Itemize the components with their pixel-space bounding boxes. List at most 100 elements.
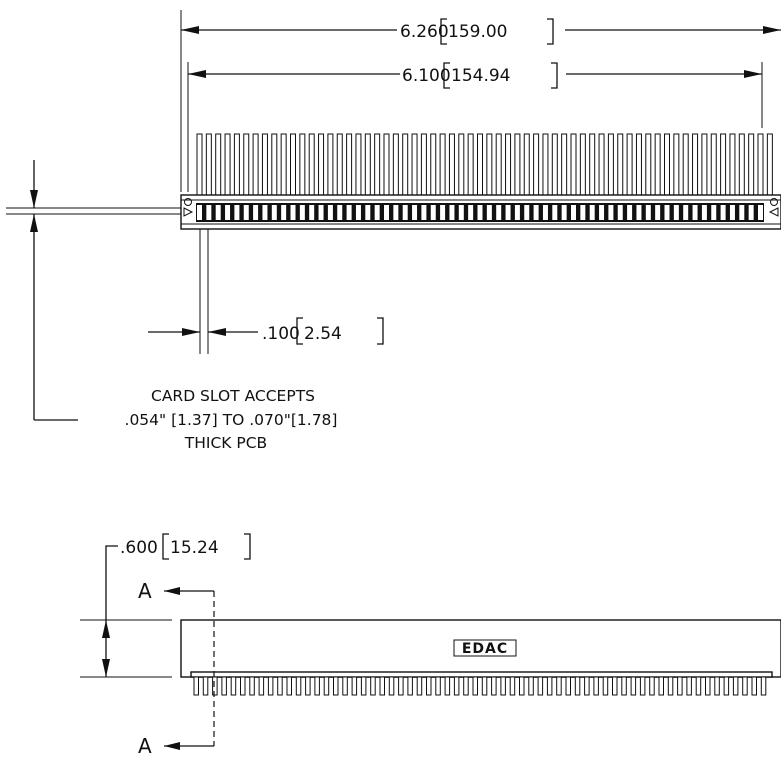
side-pin	[519, 676, 525, 696]
pin-tail	[551, 133, 558, 196]
pin-tail	[196, 133, 203, 196]
side-pin	[444, 676, 451, 696]
dimension-overall-length: 6.260 159.00	[181, 18, 781, 45]
pitch-value: .100	[262, 324, 300, 344]
side-pin	[481, 676, 488, 696]
section-label-bottom: A	[138, 734, 152, 758]
pin-tail	[645, 133, 652, 196]
side-pin	[574, 676, 581, 696]
slot-contact	[627, 205, 633, 220]
slot-contact	[243, 205, 249, 220]
pin-tail	[290, 133, 296, 196]
dimension-height: .600 15.24	[80, 533, 251, 678]
pin-tail	[280, 133, 287, 196]
note-line-3: THICK PCB	[184, 434, 267, 452]
side-pin	[267, 676, 274, 696]
side-pin	[388, 676, 395, 696]
pin-tail	[458, 133, 465, 196]
side-pin-tails	[193, 676, 767, 696]
side-pin	[723, 676, 730, 696]
side-pin	[677, 676, 683, 696]
slot-contact	[290, 205, 296, 220]
pin-tail	[383, 133, 390, 196]
side-pin	[742, 676, 748, 696]
side-pin	[435, 676, 441, 696]
side-pin	[416, 676, 423, 696]
pin-tail	[757, 133, 764, 196]
side-pin	[314, 676, 320, 696]
pin-tail	[402, 133, 409, 196]
slot-contact	[636, 205, 642, 220]
pin-tail	[477, 133, 483, 196]
slot-contact	[542, 205, 548, 220]
pin-tail	[346, 133, 353, 196]
pin-tail	[448, 133, 455, 196]
pin-span-mm-value: 154.94	[451, 66, 510, 86]
pin-tail	[318, 133, 325, 196]
slot-contact	[449, 205, 455, 220]
pin-tail	[308, 133, 315, 196]
pin-tail	[420, 133, 427, 196]
slot-contact	[365, 205, 371, 220]
slot-contact	[337, 205, 343, 220]
slot-contact	[468, 205, 474, 220]
side-pin	[240, 676, 246, 696]
slot-contact	[234, 205, 240, 220]
side-pin	[565, 676, 571, 696]
side-pin	[593, 676, 599, 696]
side-pin	[602, 676, 609, 696]
pin-tail	[233, 133, 240, 196]
slot-contact	[412, 205, 418, 220]
side-pin	[491, 676, 497, 696]
slot-contact	[421, 205, 427, 220]
slot-contact	[384, 205, 389, 220]
pin-tail	[327, 133, 334, 196]
pin-tail	[224, 133, 231, 196]
dimension-pitch: .100 2.54	[148, 229, 384, 354]
pin-tail	[374, 133, 381, 196]
height-mm-value: 15.24	[170, 538, 219, 558]
slot-contact	[580, 205, 586, 220]
slot-contact	[767, 205, 773, 220]
side-pin	[398, 676, 404, 696]
slot-contact	[440, 205, 446, 220]
side-pin	[277, 676, 283, 696]
side-pin	[221, 676, 227, 696]
housing-top	[180, 194, 781, 230]
pin-tail	[336, 133, 343, 196]
side-pin	[500, 676, 506, 696]
side-pin	[649, 676, 655, 696]
side-pin	[667, 676, 674, 696]
pin-tail	[673, 133, 680, 196]
slot-contact	[533, 205, 539, 220]
top-view: 6.260 159.00 6.100 154.94	[6, 10, 781, 452]
pin-tail	[617, 133, 624, 196]
side-pin	[714, 676, 720, 696]
side-pin	[658, 676, 664, 696]
pin-tail	[589, 133, 596, 196]
side-view: .600 15.24 EDAC A A	[80, 533, 781, 758]
pin-tail	[299, 133, 306, 196]
side-pin	[426, 676, 432, 696]
pin-tail	[495, 133, 502, 196]
slot-contact	[225, 205, 231, 220]
slot-contact	[477, 205, 483, 220]
housing-base	[190, 671, 773, 678]
side-pin	[249, 676, 255, 696]
pin-tails	[196, 133, 773, 196]
slot-contact	[561, 205, 567, 220]
pin-tail	[748, 133, 755, 196]
slot-contact	[683, 205, 689, 220]
pin-tail	[579, 133, 586, 196]
slot-contact	[206, 205, 212, 220]
slot-contacts	[197, 205, 773, 220]
side-pin	[509, 676, 516, 696]
side-pin	[760, 676, 767, 696]
slot-contact	[355, 205, 361, 220]
side-pin	[621, 676, 627, 696]
card-slot-note: CARD SLOT ACCEPTS .054" [1.37] TO .070"[…	[125, 387, 338, 452]
slot-contact	[655, 205, 661, 220]
pin-tail	[738, 133, 745, 196]
side-pin	[351, 676, 358, 696]
